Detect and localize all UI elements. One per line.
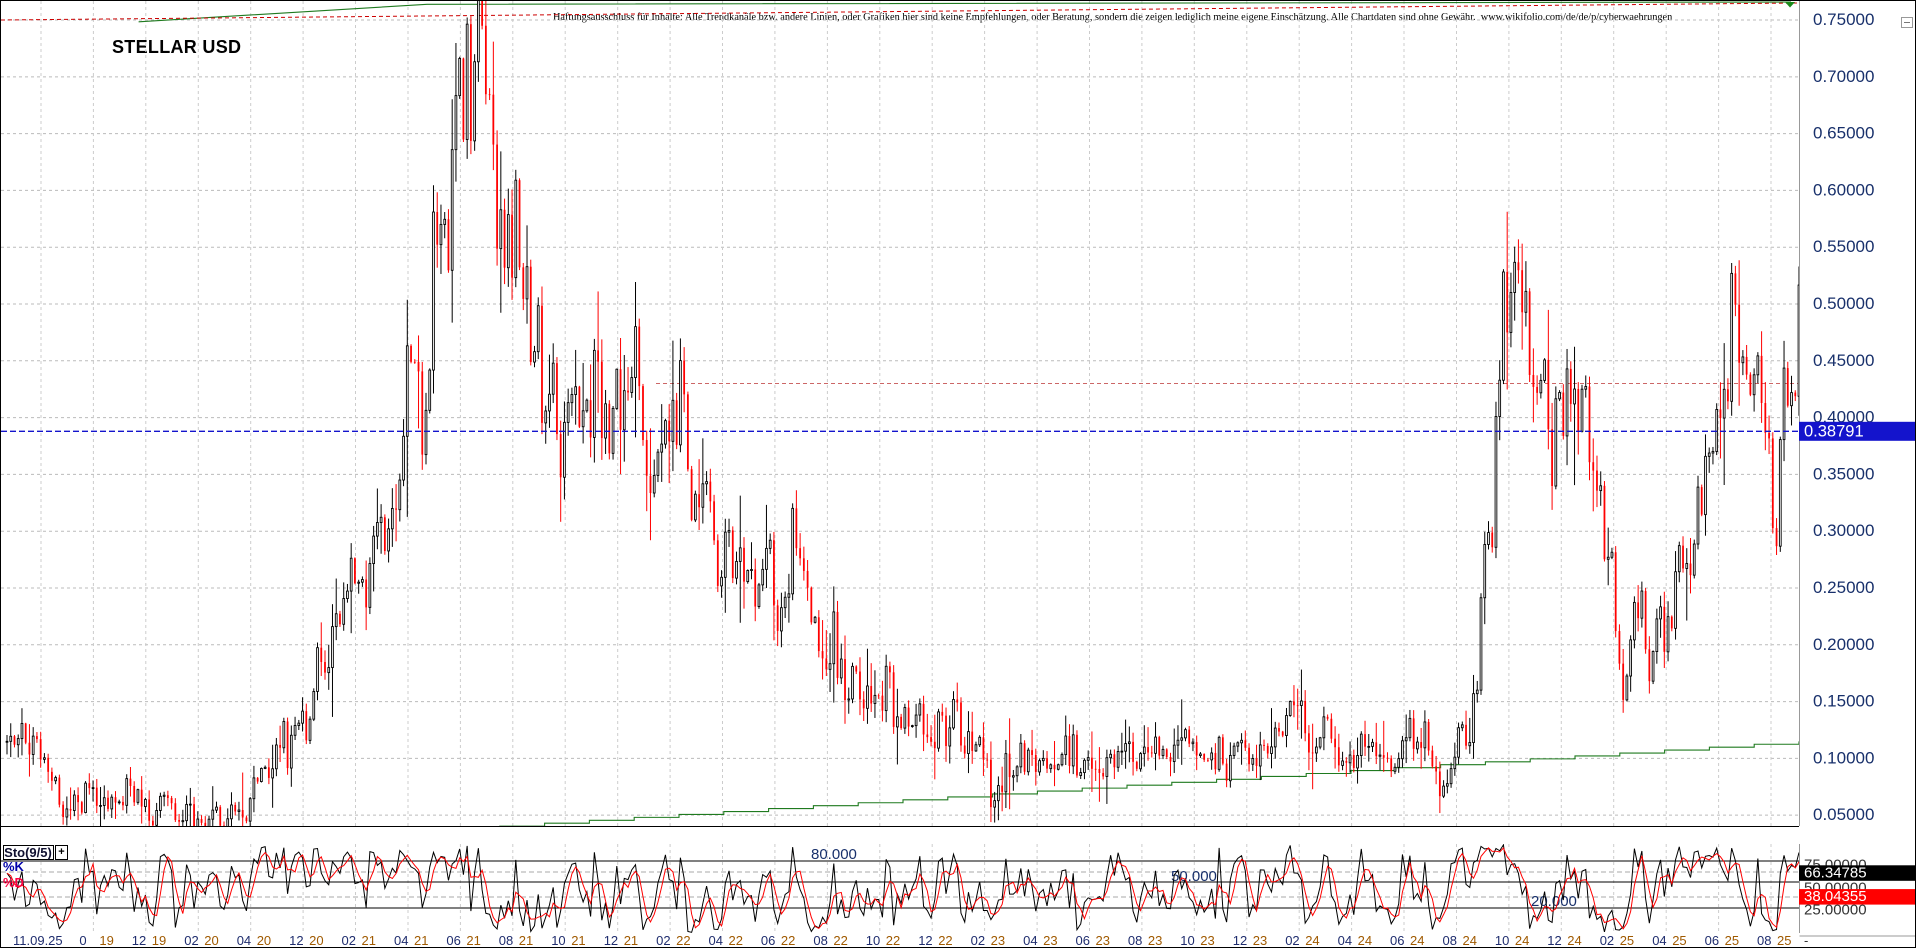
- svg-text:0.55000: 0.55000: [1813, 237, 1874, 256]
- svg-text:12: 12: [289, 933, 303, 948]
- svg-text:04: 04: [394, 933, 408, 948]
- svg-text:10: 10: [551, 933, 565, 948]
- svg-text:04: 04: [709, 933, 723, 948]
- svg-text:0.35000: 0.35000: [1813, 464, 1874, 483]
- svg-text:10: 10: [866, 933, 880, 948]
- svg-text:04: 04: [1023, 933, 1037, 948]
- svg-text:22: 22: [781, 933, 795, 948]
- svg-text:24: 24: [1410, 933, 1424, 948]
- svg-text:04: 04: [1652, 933, 1666, 948]
- svg-text:08: 08: [1443, 933, 1457, 948]
- svg-text:08: 08: [499, 933, 513, 948]
- svg-text:24: 24: [1305, 933, 1319, 948]
- svg-text:0.60000: 0.60000: [1813, 180, 1874, 199]
- svg-text:23: 23: [1200, 933, 1214, 948]
- svg-text:22: 22: [676, 933, 690, 948]
- svg-text:0.75000: 0.75000: [1813, 10, 1874, 29]
- svg-text:0.15000: 0.15000: [1813, 692, 1874, 711]
- svg-text:23: 23: [1043, 933, 1057, 948]
- svg-text:23: 23: [991, 933, 1005, 948]
- svg-text:22: 22: [833, 933, 847, 948]
- svg-text:12: 12: [1547, 933, 1561, 948]
- svg-text:22: 22: [886, 933, 900, 948]
- svg-text:0.65000: 0.65000: [1813, 124, 1874, 143]
- svg-text:24: 24: [1463, 933, 1477, 948]
- svg-text:06: 06: [1705, 933, 1719, 948]
- svg-text:02: 02: [656, 933, 670, 948]
- svg-text:19: 19: [152, 933, 166, 948]
- svg-text:-: -: [1804, 933, 1808, 948]
- svg-text:02: 02: [342, 933, 356, 948]
- svg-text:0.30000: 0.30000: [1813, 521, 1874, 540]
- svg-text:12: 12: [604, 933, 618, 948]
- svg-text:12: 12: [1233, 933, 1247, 948]
- svg-text:21: 21: [519, 933, 533, 948]
- svg-text:02: 02: [971, 933, 985, 948]
- svg-text:02: 02: [1285, 933, 1299, 948]
- svg-text:06: 06: [446, 933, 460, 948]
- svg-text:23: 23: [1253, 933, 1267, 948]
- svg-text:0.70000: 0.70000: [1813, 67, 1874, 86]
- svg-text:10: 10: [1180, 933, 1194, 948]
- svg-text:02: 02: [184, 933, 198, 948]
- svg-text:04: 04: [237, 933, 251, 948]
- svg-text:20: 20: [204, 933, 218, 948]
- svg-text:21: 21: [362, 933, 376, 948]
- svg-text:12: 12: [918, 933, 932, 948]
- svg-text:21: 21: [414, 933, 428, 948]
- svg-text:20: 20: [309, 933, 323, 948]
- svg-text:06: 06: [1076, 933, 1090, 948]
- svg-text:80.000: 80.000: [811, 846, 857, 863]
- svg-text:22: 22: [938, 933, 952, 948]
- svg-text:04: 04: [1338, 933, 1352, 948]
- svg-text:23: 23: [1096, 933, 1110, 948]
- svg-text:25: 25: [1725, 933, 1739, 948]
- svg-text:0.50000: 0.50000: [1813, 294, 1874, 313]
- svg-text:0.38791: 0.38791: [1804, 423, 1864, 441]
- svg-text:08: 08: [1128, 933, 1142, 948]
- svg-text:19: 19: [99, 933, 113, 948]
- svg-text:25: 25: [1620, 933, 1634, 948]
- svg-text:25.00000: 25.00000: [1804, 902, 1867, 919]
- svg-text:0.20000: 0.20000: [1813, 635, 1874, 654]
- svg-text:24: 24: [1567, 933, 1581, 948]
- svg-text:0.45000: 0.45000: [1813, 351, 1874, 370]
- svg-text:06: 06: [761, 933, 775, 948]
- svg-text:0: 0: [79, 933, 86, 948]
- svg-text:21: 21: [466, 933, 480, 948]
- svg-text:06: 06: [1390, 933, 1404, 948]
- svg-text:02: 02: [1600, 933, 1614, 948]
- svg-text:25: 25: [1672, 933, 1686, 948]
- svg-text:23: 23: [1148, 933, 1162, 948]
- svg-text:0.10000: 0.10000: [1813, 748, 1874, 767]
- svg-text:25: 25: [1777, 933, 1791, 948]
- svg-text:11.09.25: 11.09.25: [13, 933, 63, 948]
- svg-text:08: 08: [1757, 933, 1771, 948]
- svg-text:08: 08: [813, 933, 827, 948]
- svg-text:10: 10: [1495, 933, 1509, 948]
- svg-text:21: 21: [571, 933, 585, 948]
- svg-text:21: 21: [624, 933, 638, 948]
- svg-text:24: 24: [1515, 933, 1529, 948]
- svg-text:24: 24: [1358, 933, 1372, 948]
- svg-text:0.05000: 0.05000: [1813, 805, 1874, 824]
- svg-text:22: 22: [729, 933, 743, 948]
- svg-text:20: 20: [257, 933, 271, 948]
- svg-text:0.25000: 0.25000: [1813, 578, 1874, 597]
- svg-text:12: 12: [132, 933, 146, 948]
